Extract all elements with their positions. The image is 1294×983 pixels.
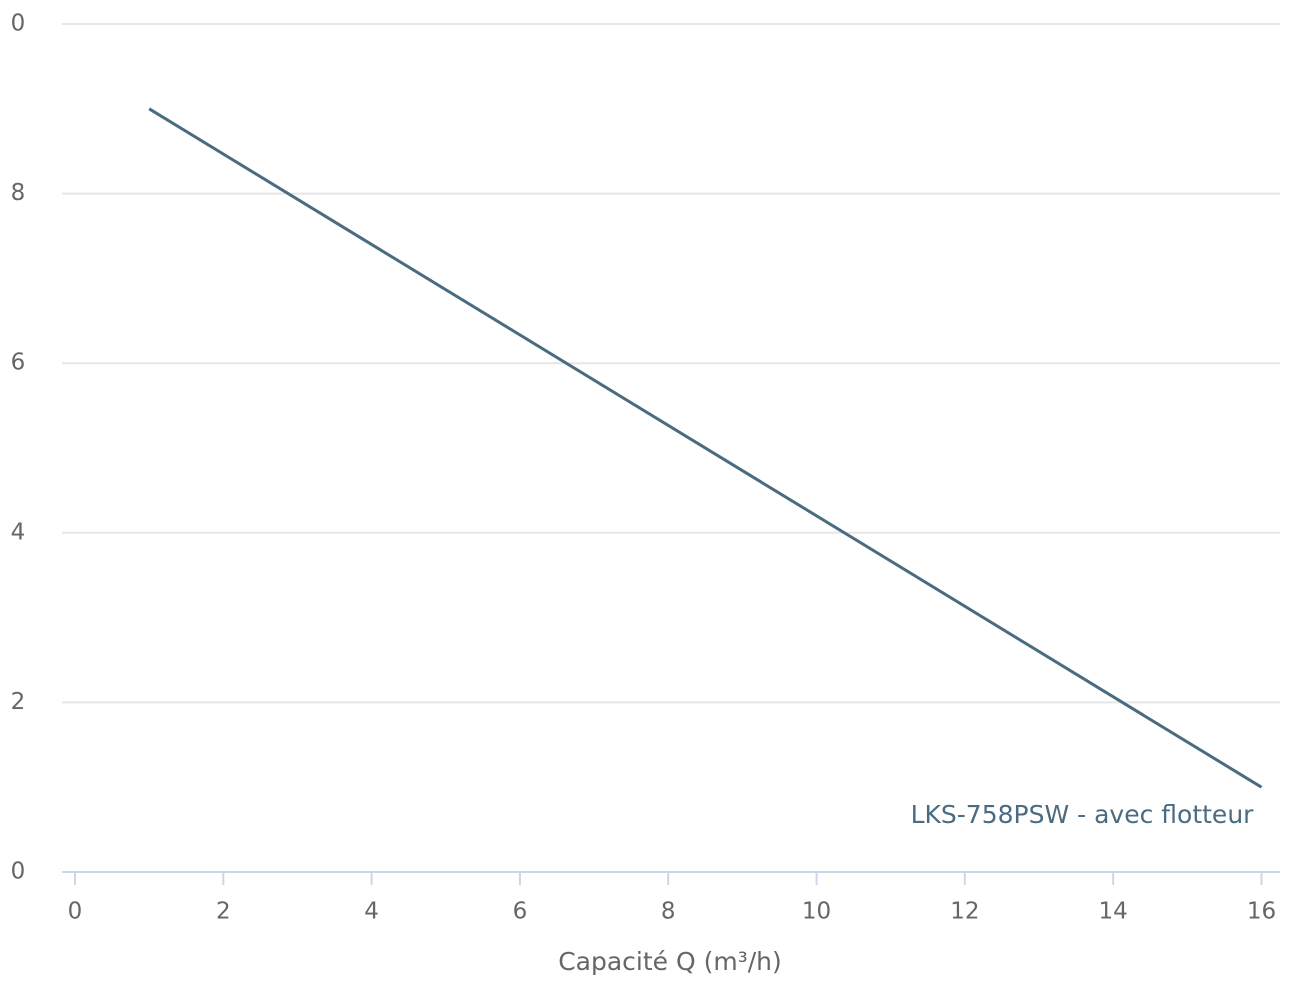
- y-tick-label: 8: [11, 180, 26, 206]
- x-tick-label: 4: [364, 899, 379, 925]
- x-tick-label: 0: [68, 899, 83, 925]
- series-label: LKS-758PSW - avec flotteur: [911, 800, 1255, 829]
- y-tick-label: 2: [11, 689, 26, 715]
- series-line: [148, 107, 1263, 789]
- y-tick-label: 0: [11, 859, 26, 885]
- x-tick-label: 10: [802, 899, 831, 925]
- x-tick-label: 16: [1247, 899, 1276, 925]
- y-tick-label: 0: [11, 11, 26, 37]
- x-tick-label: 2: [216, 899, 231, 925]
- x-axis-title: Capacité Q (m³/h): [558, 947, 782, 976]
- y-tick-label: 6: [11, 350, 26, 376]
- x-tick-label: 8: [661, 899, 676, 925]
- x-tick-label: 12: [950, 899, 979, 925]
- x-tick-label: 14: [1099, 899, 1128, 925]
- y-tick-label: 4: [11, 519, 26, 545]
- x-tick-label: 6: [513, 899, 528, 925]
